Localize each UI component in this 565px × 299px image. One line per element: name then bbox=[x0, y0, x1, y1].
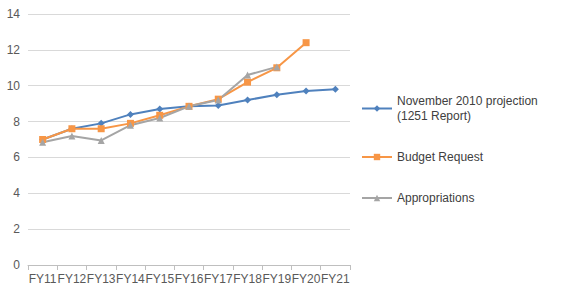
svg-text:FY15: FY15 bbox=[145, 272, 174, 286]
svg-text:FY18: FY18 bbox=[233, 272, 262, 286]
svg-text:Appropriations: Appropriations bbox=[397, 191, 474, 205]
svg-text:FY21: FY21 bbox=[321, 272, 350, 286]
svg-text:FY14: FY14 bbox=[116, 272, 145, 286]
svg-text:4: 4 bbox=[13, 186, 20, 200]
svg-text:FY17: FY17 bbox=[204, 272, 233, 286]
svg-text:FY20: FY20 bbox=[292, 272, 321, 286]
svg-text:10: 10 bbox=[7, 79, 21, 93]
svg-text:FY12: FY12 bbox=[58, 272, 87, 286]
svg-text:6: 6 bbox=[13, 150, 20, 164]
svg-text:14: 14 bbox=[7, 7, 21, 21]
svg-text:12: 12 bbox=[7, 43, 21, 57]
svg-text:FY19: FY19 bbox=[262, 272, 291, 286]
svg-text:0: 0 bbox=[13, 258, 20, 272]
svg-text:(1251 Report): (1251 Report) bbox=[397, 109, 471, 123]
svg-text:FY16: FY16 bbox=[175, 272, 204, 286]
svg-text:November 2010 projection: November 2010 projection bbox=[397, 94, 541, 108]
svg-text:Budget Request: Budget Request bbox=[397, 150, 484, 164]
svg-text:2: 2 bbox=[13, 222, 20, 236]
svg-text:FY11: FY11 bbox=[29, 272, 57, 286]
svg-text:FY13: FY13 bbox=[87, 272, 116, 286]
svg-text:8: 8 bbox=[13, 115, 20, 129]
